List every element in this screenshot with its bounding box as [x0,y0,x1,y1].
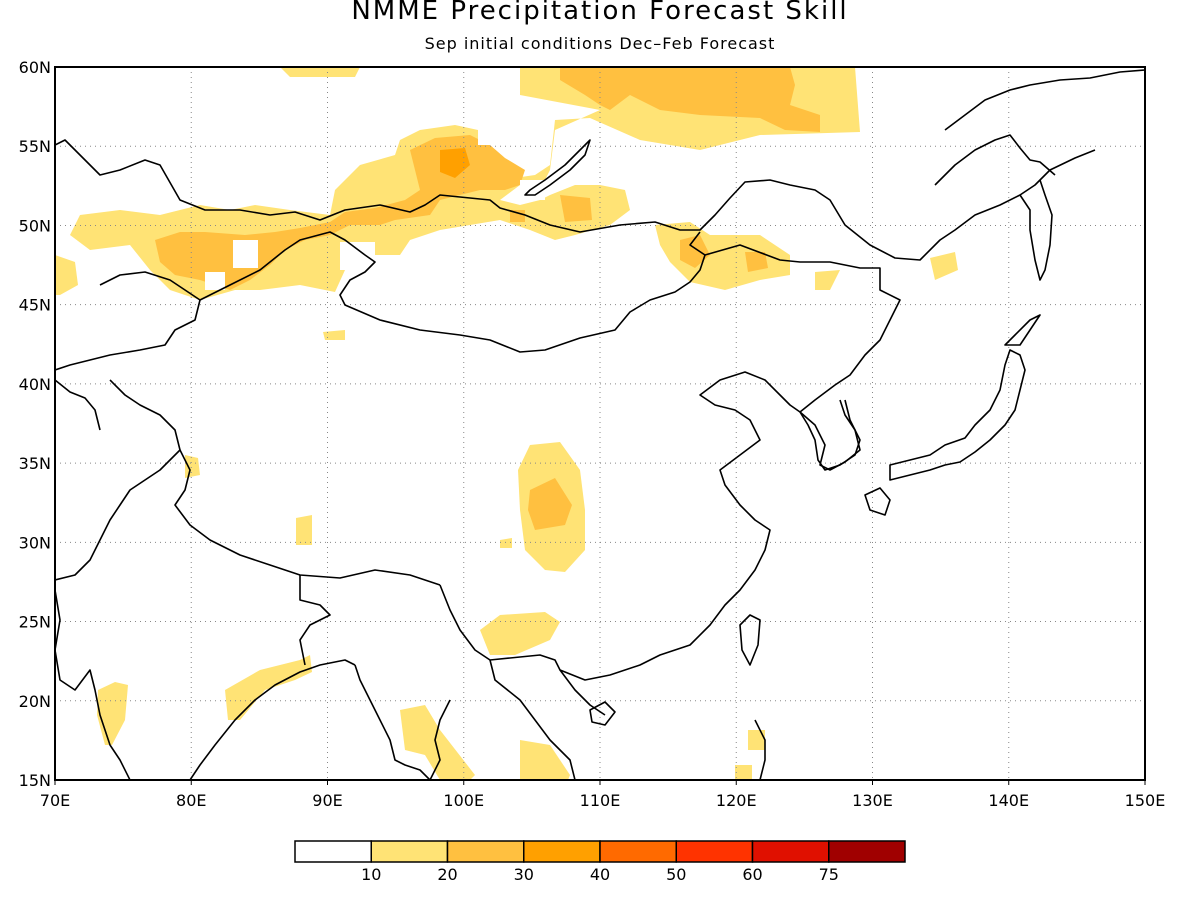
lon-tick-label: 120E [716,791,757,810]
lat-tick-label: 55N [19,137,51,156]
colorbar-swatch [828,840,906,863]
longitude-labels: 70E 80E 90E 100E 110E 120E 130E 140E 150E [40,780,1166,810]
lat-tick-label: 50N [19,216,51,235]
colorbar-swatch [446,840,525,863]
latitude-labels: 15N 20N 25N 30N 35N 40N 45N 50N 55N 60N [19,58,51,790]
lon-tick-label: 150E [1125,791,1166,810]
lat-tick-label: 25N [19,613,51,632]
lat-tick-label: 15N [19,771,51,790]
colorbar-label: 10 [361,865,381,884]
coastlines-borders [55,69,1145,780]
lon-tick-label: 70E [40,791,70,810]
lat-tick-label: 35N [19,454,51,473]
map-subtitle: Sep initial conditions Dec–Feb Forecast [424,34,776,53]
skill-shading [55,67,958,780]
lon-tick-label: 130E [852,791,893,810]
lat-tick-label: 60N [19,58,51,77]
colorbar-label: 50 [666,865,686,884]
lat-tick-label: 30N [19,533,51,552]
lon-tick-label: 110E [580,791,621,810]
colorbar-label: 60 [742,865,762,884]
colorbar: 10 20 30 40 50 60 75 [294,840,906,884]
lat-tick-label: 45N [19,296,51,315]
colorbar-label: 30 [514,865,534,884]
colorbar-label: 20 [437,865,457,884]
lon-tick-label: 80E [176,791,206,810]
colorbar-swatch [294,840,372,863]
map-gridlines [55,67,1145,780]
lon-tick-label: 140E [988,791,1029,810]
plot-frame [54,66,1146,781]
lat-tick-label: 20N [19,692,51,711]
lon-tick-label: 90E [312,791,342,810]
colorbar-label: 40 [590,865,610,884]
colorbar-swatch [675,840,754,863]
colorbar-swatch [370,840,449,863]
colorbar-swatch [599,840,677,863]
colorbar-swatch [523,840,601,863]
colorbar-swatch [751,840,830,863]
map-title: NMME Precipitation Forecast Skill [351,0,849,26]
colorbar-label: 75 [819,865,839,884]
lat-tick-label: 40N [19,375,51,394]
lon-tick-label: 100E [443,791,484,810]
